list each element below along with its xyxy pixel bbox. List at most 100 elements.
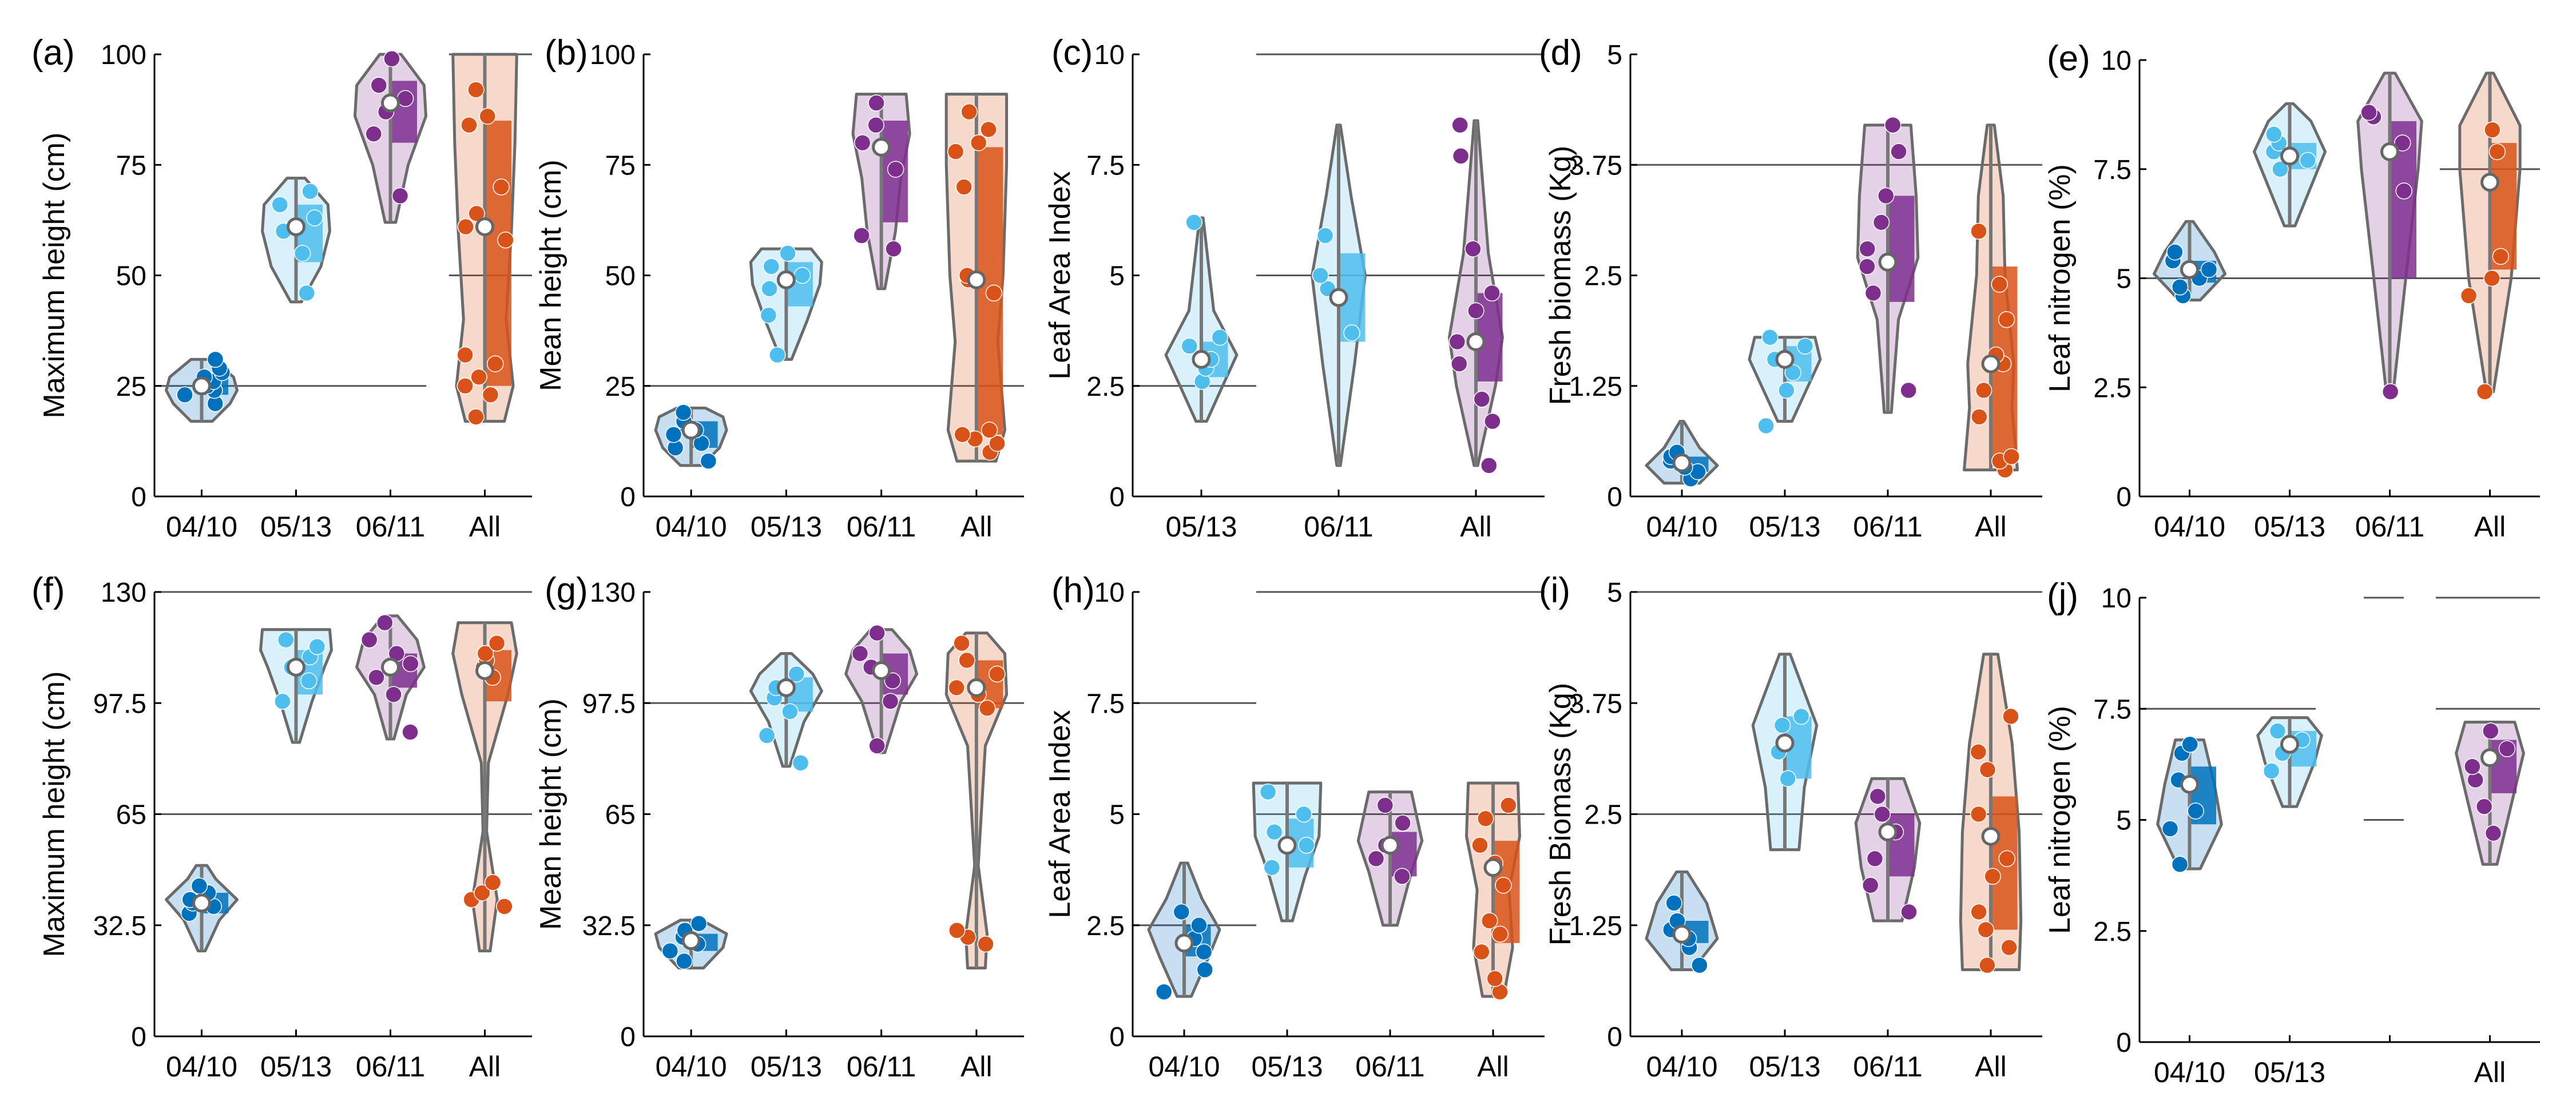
data-point	[1394, 814, 1411, 832]
data-point	[1970, 805, 1987, 823]
data-point	[277, 631, 295, 649]
violin-d-1	[1748, 328, 1822, 435]
y-tick-label: 2.5	[1086, 911, 1125, 941]
y-axis-label: Maximum height (cm)	[38, 133, 71, 419]
data-point	[360, 631, 378, 649]
data-point	[457, 377, 474, 395]
data-point	[700, 452, 717, 470]
y-tick-label: 50	[116, 261, 146, 292]
y-tick-label: 0	[2116, 1028, 2132, 1058]
data-point	[2476, 383, 2494, 400]
median-marker	[1466, 332, 1486, 351]
data-point	[1480, 457, 1498, 474]
data-point	[383, 50, 400, 67]
y-tick-label: 1.25	[1569, 372, 1622, 402]
data-point	[1486, 970, 1503, 987]
data-point	[468, 205, 485, 222]
panel-label: (e)	[2047, 39, 2090, 78]
y-tick-label: 100	[101, 40, 146, 70]
median-marker	[1878, 252, 1898, 272]
median-marker	[1981, 826, 2001, 846]
median-marker	[1775, 349, 1795, 369]
data-point	[1971, 408, 1988, 426]
y-tick-label: 3.75	[1569, 689, 1622, 719]
data-point	[1155, 983, 1173, 1001]
median-marker	[381, 657, 400, 677]
data-point	[1195, 943, 1213, 961]
data-point	[1991, 276, 2008, 293]
data-point	[493, 178, 510, 196]
data-point	[690, 915, 708, 932]
x-tick-label: 06/11	[356, 1051, 425, 1083]
data-point	[1864, 284, 1882, 302]
violin-d-0	[1645, 420, 1719, 487]
data-point	[954, 426, 971, 443]
y-tick-label: 3.75	[1569, 150, 1622, 181]
data-point	[977, 935, 994, 953]
data-point	[2484, 121, 2501, 138]
x-tick-label: All	[2474, 1056, 2506, 1088]
data-point	[1451, 116, 1468, 134]
violin-i-2	[1854, 777, 1922, 923]
data-point	[190, 877, 208, 895]
median-marker	[1192, 349, 1211, 369]
data-point	[970, 134, 987, 152]
median-marker	[1672, 453, 1692, 472]
y-tick-label: 7.5	[2093, 155, 2132, 185]
x-tick-label: 06/11	[847, 511, 916, 543]
data-point	[1451, 355, 1468, 372]
data-point	[1779, 770, 1796, 788]
data-point	[1970, 743, 1987, 761]
data-point	[300, 672, 317, 690]
median-marker	[475, 217, 494, 236]
y-tick-label: 100	[590, 40, 636, 70]
x-tick-label: All	[1460, 511, 1492, 543]
median-marker	[967, 678, 986, 697]
y-tick-label: 2.5	[2093, 917, 2132, 947]
median-marker	[872, 137, 891, 157]
data-point	[2002, 707, 2019, 725]
violin-iqr-band	[390, 81, 417, 143]
data-point	[1473, 943, 1490, 961]
violin-e-1	[2253, 102, 2327, 228]
data-point	[1979, 956, 1996, 974]
y-tick-label: 10	[1094, 578, 1125, 608]
data-point	[1173, 903, 1190, 921]
x-tick-label: 05/13	[751, 1051, 822, 1083]
data-point	[365, 125, 382, 142]
x-tick-label: 06/11	[1853, 511, 1922, 543]
y-tick-label: 10	[2101, 46, 2132, 76]
violin-a-2	[354, 50, 427, 224]
y-tick-label: 0	[1109, 1022, 1125, 1052]
data-point	[2001, 939, 2018, 956]
median-marker	[1277, 836, 1297, 855]
data-point	[1312, 267, 1329, 284]
y-tick-label: 7.5	[1086, 150, 1125, 181]
median-marker	[1174, 933, 1194, 953]
x-tick-label: 05/13	[751, 511, 822, 543]
violin-g-3	[944, 631, 1009, 969]
y-axis-label: Leaf Area Index	[1043, 710, 1077, 918]
panel-c: 0 2.5 5 7.5 10 05/13 06/11 All Leaf Area Index (c…	[1043, 33, 1545, 543]
data-point	[989, 435, 1006, 452]
data-point	[2003, 448, 2020, 466]
y-axis-label: Fresh Biomass (Kg)	[1544, 683, 1577, 945]
y-tick-label: 0	[620, 482, 636, 512]
data-point	[980, 121, 997, 138]
data-point	[788, 665, 805, 683]
data-point	[2484, 825, 2502, 842]
y-tick-label: 75	[116, 150, 146, 181]
data-point	[953, 634, 970, 652]
median-marker	[192, 893, 211, 913]
x-tick-label: 05/13	[260, 1051, 332, 1083]
violin-b-2	[851, 93, 911, 291]
x-tick-label: All	[469, 511, 501, 543]
violin-a-3	[451, 53, 518, 426]
data-point	[474, 884, 491, 901]
data-point	[2488, 143, 2506, 160]
data-point	[1259, 783, 1277, 801]
x-tick-label: All	[960, 1051, 993, 1083]
violin-f-1	[259, 628, 333, 744]
y-tick-label: 32.5	[93, 911, 146, 941]
